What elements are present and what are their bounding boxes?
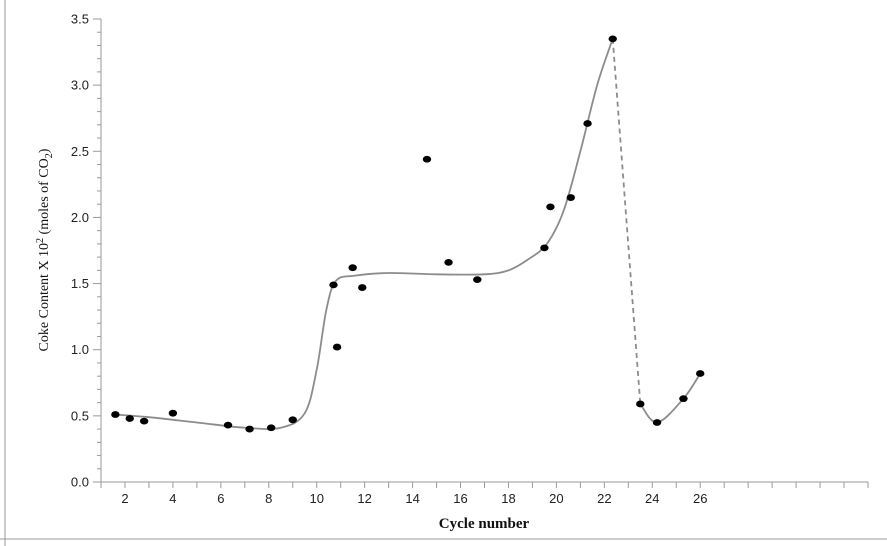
data-point	[348, 264, 357, 272]
y-axis-title: Coke Content X 102 (moles of CO2)	[35, 148, 55, 351]
data-point	[111, 411, 120, 418]
data-point	[546, 203, 555, 211]
x-tick-label: 26	[693, 491, 707, 506]
data-point	[168, 409, 178, 417]
fit-curve	[639, 373, 701, 424]
data-point	[583, 120, 592, 127]
y-tick-label: 1.5	[71, 276, 89, 291]
data-points	[111, 35, 705, 433]
y-tick-label: 1.0	[71, 342, 89, 357]
x-tick-label: 2	[121, 491, 128, 506]
data-point	[266, 424, 276, 432]
data-point	[288, 416, 297, 424]
x-axis-title: Cycle number	[439, 516, 530, 532]
x-tick-label: 22	[597, 491, 611, 506]
fit-lines	[115, 38, 701, 430]
data-point	[540, 244, 549, 252]
data-point	[125, 415, 134, 422]
x-tick-label: 10	[309, 491, 323, 506]
x-tick-label: 14	[405, 491, 419, 506]
data-point	[473, 276, 482, 284]
y-tick-label: 0.0	[71, 475, 89, 490]
fit-curve	[115, 38, 614, 430]
x-tick-label: 6	[217, 491, 224, 506]
y-axis-title-prefix: Coke Content X 10	[37, 243, 52, 352]
dashed-drop-line	[611, 38, 642, 405]
x-tick-label: 24	[645, 491, 659, 506]
data-point	[332, 343, 342, 351]
data-point	[444, 259, 453, 266]
data-point	[636, 400, 645, 408]
y-tick-label: 2.5	[71, 144, 89, 159]
data-point	[223, 421, 233, 429]
data-point	[358, 284, 367, 291]
data-point	[329, 281, 338, 289]
data-point	[422, 155, 432, 163]
y-axis-title-sup: 2	[35, 238, 46, 243]
y-axis-title-suffix: )	[37, 148, 52, 153]
data-point	[139, 417, 149, 425]
axes: 0.00.51.01.52.02.53.03.52 4 6 8 10 12 14 16 18 20…	[71, 12, 869, 506]
y-axis-title-mid: (moles of CO	[37, 158, 52, 238]
x-tick-label: 18	[501, 491, 515, 506]
data-point	[679, 395, 688, 403]
data-point	[652, 419, 662, 426]
x-tick-label: 4	[169, 491, 176, 506]
y-tick-label: 0.5	[71, 408, 89, 423]
x-tick-label: 20	[549, 491, 563, 506]
y-tick-label: 2.0	[71, 210, 89, 225]
y-tick-label: 3.0	[71, 78, 89, 93]
data-point	[245, 425, 254, 433]
x-tick-label: 12	[357, 491, 371, 506]
data-point	[696, 370, 705, 377]
x-tick-label: 8	[265, 491, 272, 506]
y-axis-title-sub: 2	[44, 153, 55, 158]
data-point	[566, 194, 575, 201]
x-tick-label: 16	[453, 491, 467, 506]
data-point	[608, 35, 617, 43]
y-tick-label: 3.5	[71, 12, 89, 27]
